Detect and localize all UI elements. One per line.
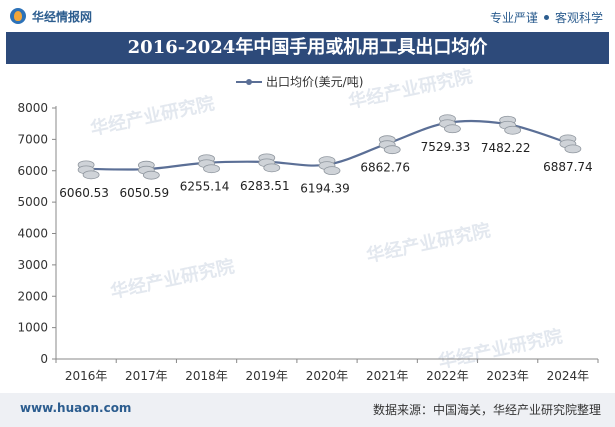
x-tick-label: 2020年: [306, 369, 349, 383]
data-point-marker: [318, 156, 341, 176]
bullet-icon: [543, 15, 549, 20]
y-tick-label: 3000: [17, 258, 48, 272]
x-tick-label: 2019年: [246, 369, 289, 383]
data-point-marker: [137, 160, 160, 180]
data-label: 7482.22: [481, 141, 531, 155]
x-tick-label: 2017年: [125, 369, 168, 383]
x-tick-label: 2023年: [486, 369, 529, 383]
data-point-marker: [378, 135, 401, 155]
logo-icon: [10, 8, 26, 24]
data-label: 6887.74: [543, 160, 593, 174]
tagline: 专业严谨 客观科学: [490, 9, 603, 26]
data-point-marker: [258, 153, 281, 173]
top-bar: 华经情报网 专业严谨 客观科学: [0, 0, 615, 32]
y-tick-label: 8000: [17, 101, 48, 115]
watermark-text: 华经产业研究院: [436, 325, 564, 373]
line-chart: 华经产业研究院华经产业研究院华经产业研究院华经产业研究院华经产业研究院出口均价(…: [17, 65, 599, 383]
footer-source: 数据来源：中国海关，华经产业研究院整理: [372, 403, 601, 417]
data-label: 6194.39: [300, 182, 350, 196]
data-point-marker: [499, 115, 522, 135]
y-tick-label: 4000: [17, 227, 48, 241]
watermark-text: 华经产业研究院: [108, 255, 236, 303]
data-label: 6060.53: [59, 186, 109, 200]
y-tick-label: 7000: [17, 132, 48, 146]
data-label: 6283.51: [240, 179, 290, 193]
x-tick-label: 2024年: [547, 369, 590, 383]
footer-site[interactable]: www.huaon.com: [20, 401, 132, 415]
title-bar: 2016-2024年中国手用或机用工具出口均价: [6, 32, 609, 64]
y-tick-label: 0: [40, 352, 48, 366]
y-tick-label: 1000: [17, 321, 48, 335]
data-point-marker: [77, 160, 100, 180]
tagline-left: 专业严谨: [489, 11, 538, 25]
footer: www.huaon.com 数据来源：中国海关，华经产业研究院整理: [0, 393, 615, 427]
chart-title: 2016-2024年中国手用或机用工具出口均价: [127, 37, 488, 58]
data-label: 7529.33: [421, 140, 471, 154]
data-label: 6050.59: [120, 186, 170, 200]
watermark-text: 华经产业研究院: [346, 65, 474, 113]
watermark-text: 华经产业研究院: [364, 219, 492, 267]
brand-logo[interactable]: 华经情报网: [10, 8, 92, 24]
data-point-marker: [198, 154, 220, 174]
legend-marker: [246, 79, 252, 85]
data-label: 6862.76: [360, 161, 410, 175]
x-tick-label: 2022年: [426, 369, 469, 383]
y-tick-label: 5000: [17, 195, 48, 209]
x-tick-label: 2018年: [185, 369, 228, 383]
data-point-marker: [439, 114, 461, 134]
tagline-right: 客观科学: [554, 11, 603, 25]
watermark-text: 华经产业研究院: [88, 92, 216, 140]
data-label: 6255.14: [180, 180, 230, 194]
legend-label: 出口均价(美元/吨): [266, 75, 363, 89]
brand-name: 华经情报网: [32, 9, 93, 24]
x-tick-label: 2016年: [65, 369, 108, 383]
y-tick-label: 2000: [17, 289, 48, 303]
data-point-marker: [559, 134, 582, 154]
x-tick-label: 2021年: [366, 369, 409, 383]
y-tick-label: 6000: [17, 164, 48, 178]
